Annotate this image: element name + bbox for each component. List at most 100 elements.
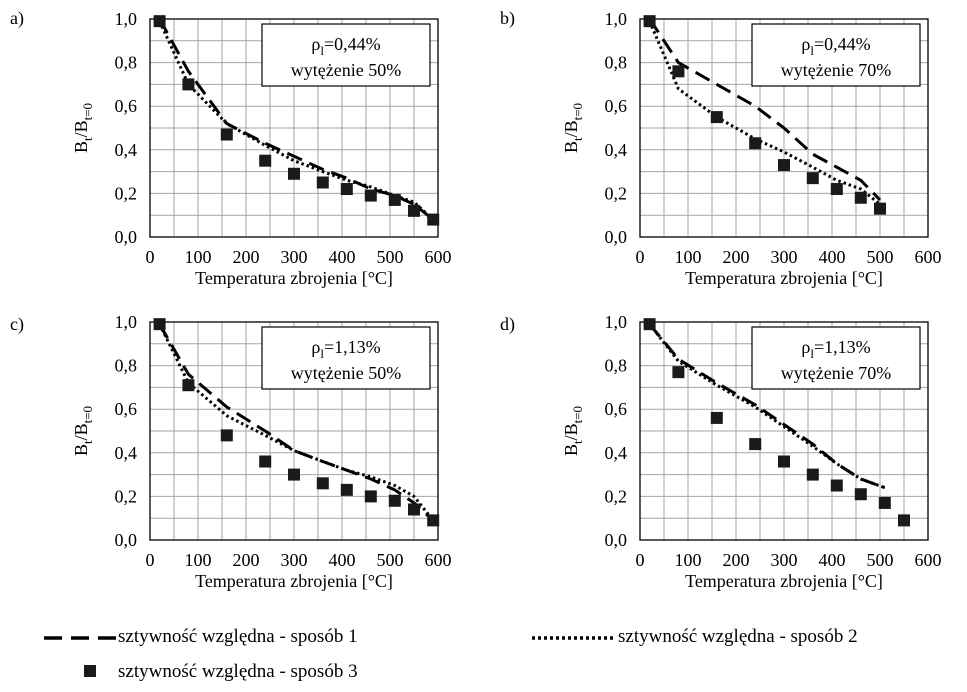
- chart-panel-2: b) 0 100 200 300 400 500 600 0,0 0,2 0,4 0,6 0,8 1,0 T…: [500, 8, 942, 288]
- marker-point: [182, 379, 195, 392]
- annotation-box: [751, 326, 921, 390]
- y-tick-label: 0,0: [605, 227, 628, 247]
- panel-label: c): [10, 314, 24, 335]
- marker-point: [749, 137, 762, 150]
- x-axis-label: Temperatura zbrojenia [°C]: [685, 571, 883, 591]
- y-axis-label: Bt/Bt=0: [71, 103, 95, 153]
- x-tick-label: 100: [675, 550, 702, 570]
- chart-panel-3: c) 0 100 200 300 400 500 600 0,0 0,2 0,4 0,6 0,8 1,0 T…: [10, 312, 452, 591]
- x-tick-label: 300: [281, 550, 308, 570]
- marker-point: [854, 191, 867, 204]
- legend-item-2: sztywność względna - sposób 2: [528, 626, 858, 648]
- marker-point: [340, 183, 353, 196]
- legend-dashed-swatch: [42, 627, 118, 647]
- marker-point: [316, 176, 329, 189]
- annotation-reinforcement-ratio: ρl=1,13%: [801, 337, 870, 361]
- annotation-box: [751, 23, 921, 87]
- annotation-box: [261, 326, 431, 390]
- y-tick-label: 0,8: [605, 53, 628, 73]
- y-tick-label: 0,8: [605, 356, 628, 376]
- marker-point: [806, 468, 819, 481]
- y-tick-label: 0,2: [605, 486, 628, 506]
- y-tick-label: 1,0: [115, 312, 138, 332]
- series-line-method-1: [648, 18, 882, 201]
- x-tick-label: 0: [636, 550, 645, 570]
- marker-point: [388, 494, 401, 507]
- legend-dotted-swatch: [528, 627, 618, 647]
- annotation-reinforcement-ratio: ρl=0,44%: [311, 34, 380, 58]
- legend-item-3: sztywność względna - sposób 3: [42, 661, 358, 683]
- x-axis-label: Temperatura zbrojenia [°C]: [685, 268, 883, 288]
- x-tick-label: 0: [636, 247, 645, 267]
- x-tick-label: 100: [185, 247, 212, 267]
- x-tick-label: 100: [185, 550, 212, 570]
- y-tick-label: 0,6: [605, 399, 628, 419]
- x-tick-label: 600: [915, 247, 942, 267]
- marker-point: [153, 318, 166, 331]
- plot-frame: [149, 321, 439, 541]
- panel-label: b): [500, 8, 515, 29]
- x-tick-label: 200: [233, 550, 260, 570]
- marker-point: [830, 183, 843, 196]
- marker-point: [340, 483, 353, 496]
- y-tick-label: 1,0: [605, 9, 628, 29]
- x-axis-label: Temperatura zbrojenia [°C]: [195, 268, 393, 288]
- marker-point: [778, 455, 790, 468]
- x-tick-label: 500: [377, 550, 404, 570]
- y-tick-label: 0,8: [115, 356, 138, 376]
- y-tick-label: 0,2: [605, 183, 628, 203]
- series-line-method-2: [648, 20, 881, 206]
- legend-label-1: sztywność względna - sposób 1: [118, 626, 358, 647]
- annotation-reinforcement-ratio: ρl=0,44%: [801, 34, 870, 58]
- marker-point: [749, 438, 762, 451]
- y-axis-label: Bt/Bt=0: [561, 103, 585, 153]
- x-tick-label: 400: [329, 247, 356, 267]
- y-tick-label: 1,0: [115, 9, 138, 29]
- x-axis-label: Temperatura zbrojenia [°C]: [195, 571, 393, 591]
- marker-point: [427, 213, 440, 226]
- marker-point: [672, 65, 685, 78]
- y-tick-label: 0,0: [605, 530, 628, 550]
- x-tick-label: 400: [819, 247, 846, 267]
- marker-point: [874, 202, 886, 215]
- marker-point: [830, 479, 843, 492]
- marker-point: [259, 455, 272, 468]
- x-tick-label: 600: [915, 550, 942, 570]
- x-tick-label: 100: [675, 247, 702, 267]
- marker-point: [643, 318, 656, 331]
- plot-frame: [639, 321, 929, 541]
- annotation-reinforcement-ratio: ρl=1,13%: [311, 337, 380, 361]
- x-tick-label: 600: [425, 247, 452, 267]
- x-tick-label: 500: [377, 247, 404, 267]
- x-tick-label: 300: [281, 247, 308, 267]
- x-tick-label: 200: [723, 247, 750, 267]
- chart-panel-4: d) 0 100 200 300 400 500 600 0,0 0,2 0,4 0,6 0,8 1,0 T…: [500, 312, 942, 591]
- marker-point: [427, 514, 440, 527]
- x-tick-label: 0: [146, 247, 155, 267]
- panel-label: a): [10, 8, 24, 29]
- chart-panel-1: a) 0 100 200 300 400 500 600 0,0 0,2 0,4 0,6 0,8 1,0 T…: [10, 8, 452, 288]
- y-tick-label: 0,6: [115, 399, 138, 419]
- marker-point: [898, 514, 910, 527]
- y-tick-label: 0,6: [115, 96, 138, 116]
- y-tick-label: 0,2: [115, 486, 138, 506]
- annotation-load-level: wytężenie 50%: [291, 363, 401, 383]
- marker-point: [182, 78, 195, 91]
- annotation-load-level: wytężenie 70%: [781, 363, 891, 383]
- legend-label-2: sztywność względna - sposób 2: [618, 626, 858, 647]
- y-axis-label: Bt/Bt=0: [71, 406, 95, 456]
- marker-point: [878, 496, 891, 509]
- marker-point: [220, 128, 233, 141]
- marker-point: [672, 366, 685, 379]
- y-axis-label: Bt/Bt=0: [561, 406, 585, 456]
- marker-point: [854, 488, 867, 501]
- plot-frame: [639, 18, 929, 238]
- marker-point: [316, 477, 329, 490]
- marker-point: [364, 490, 377, 503]
- x-tick-label: 400: [329, 550, 356, 570]
- annotation-load-level: wytężenie 70%: [781, 60, 891, 80]
- marker-point: [408, 503, 420, 516]
- marker-point: [259, 154, 272, 167]
- legend-item-1: sztywność względna - sposób 1: [42, 626, 358, 648]
